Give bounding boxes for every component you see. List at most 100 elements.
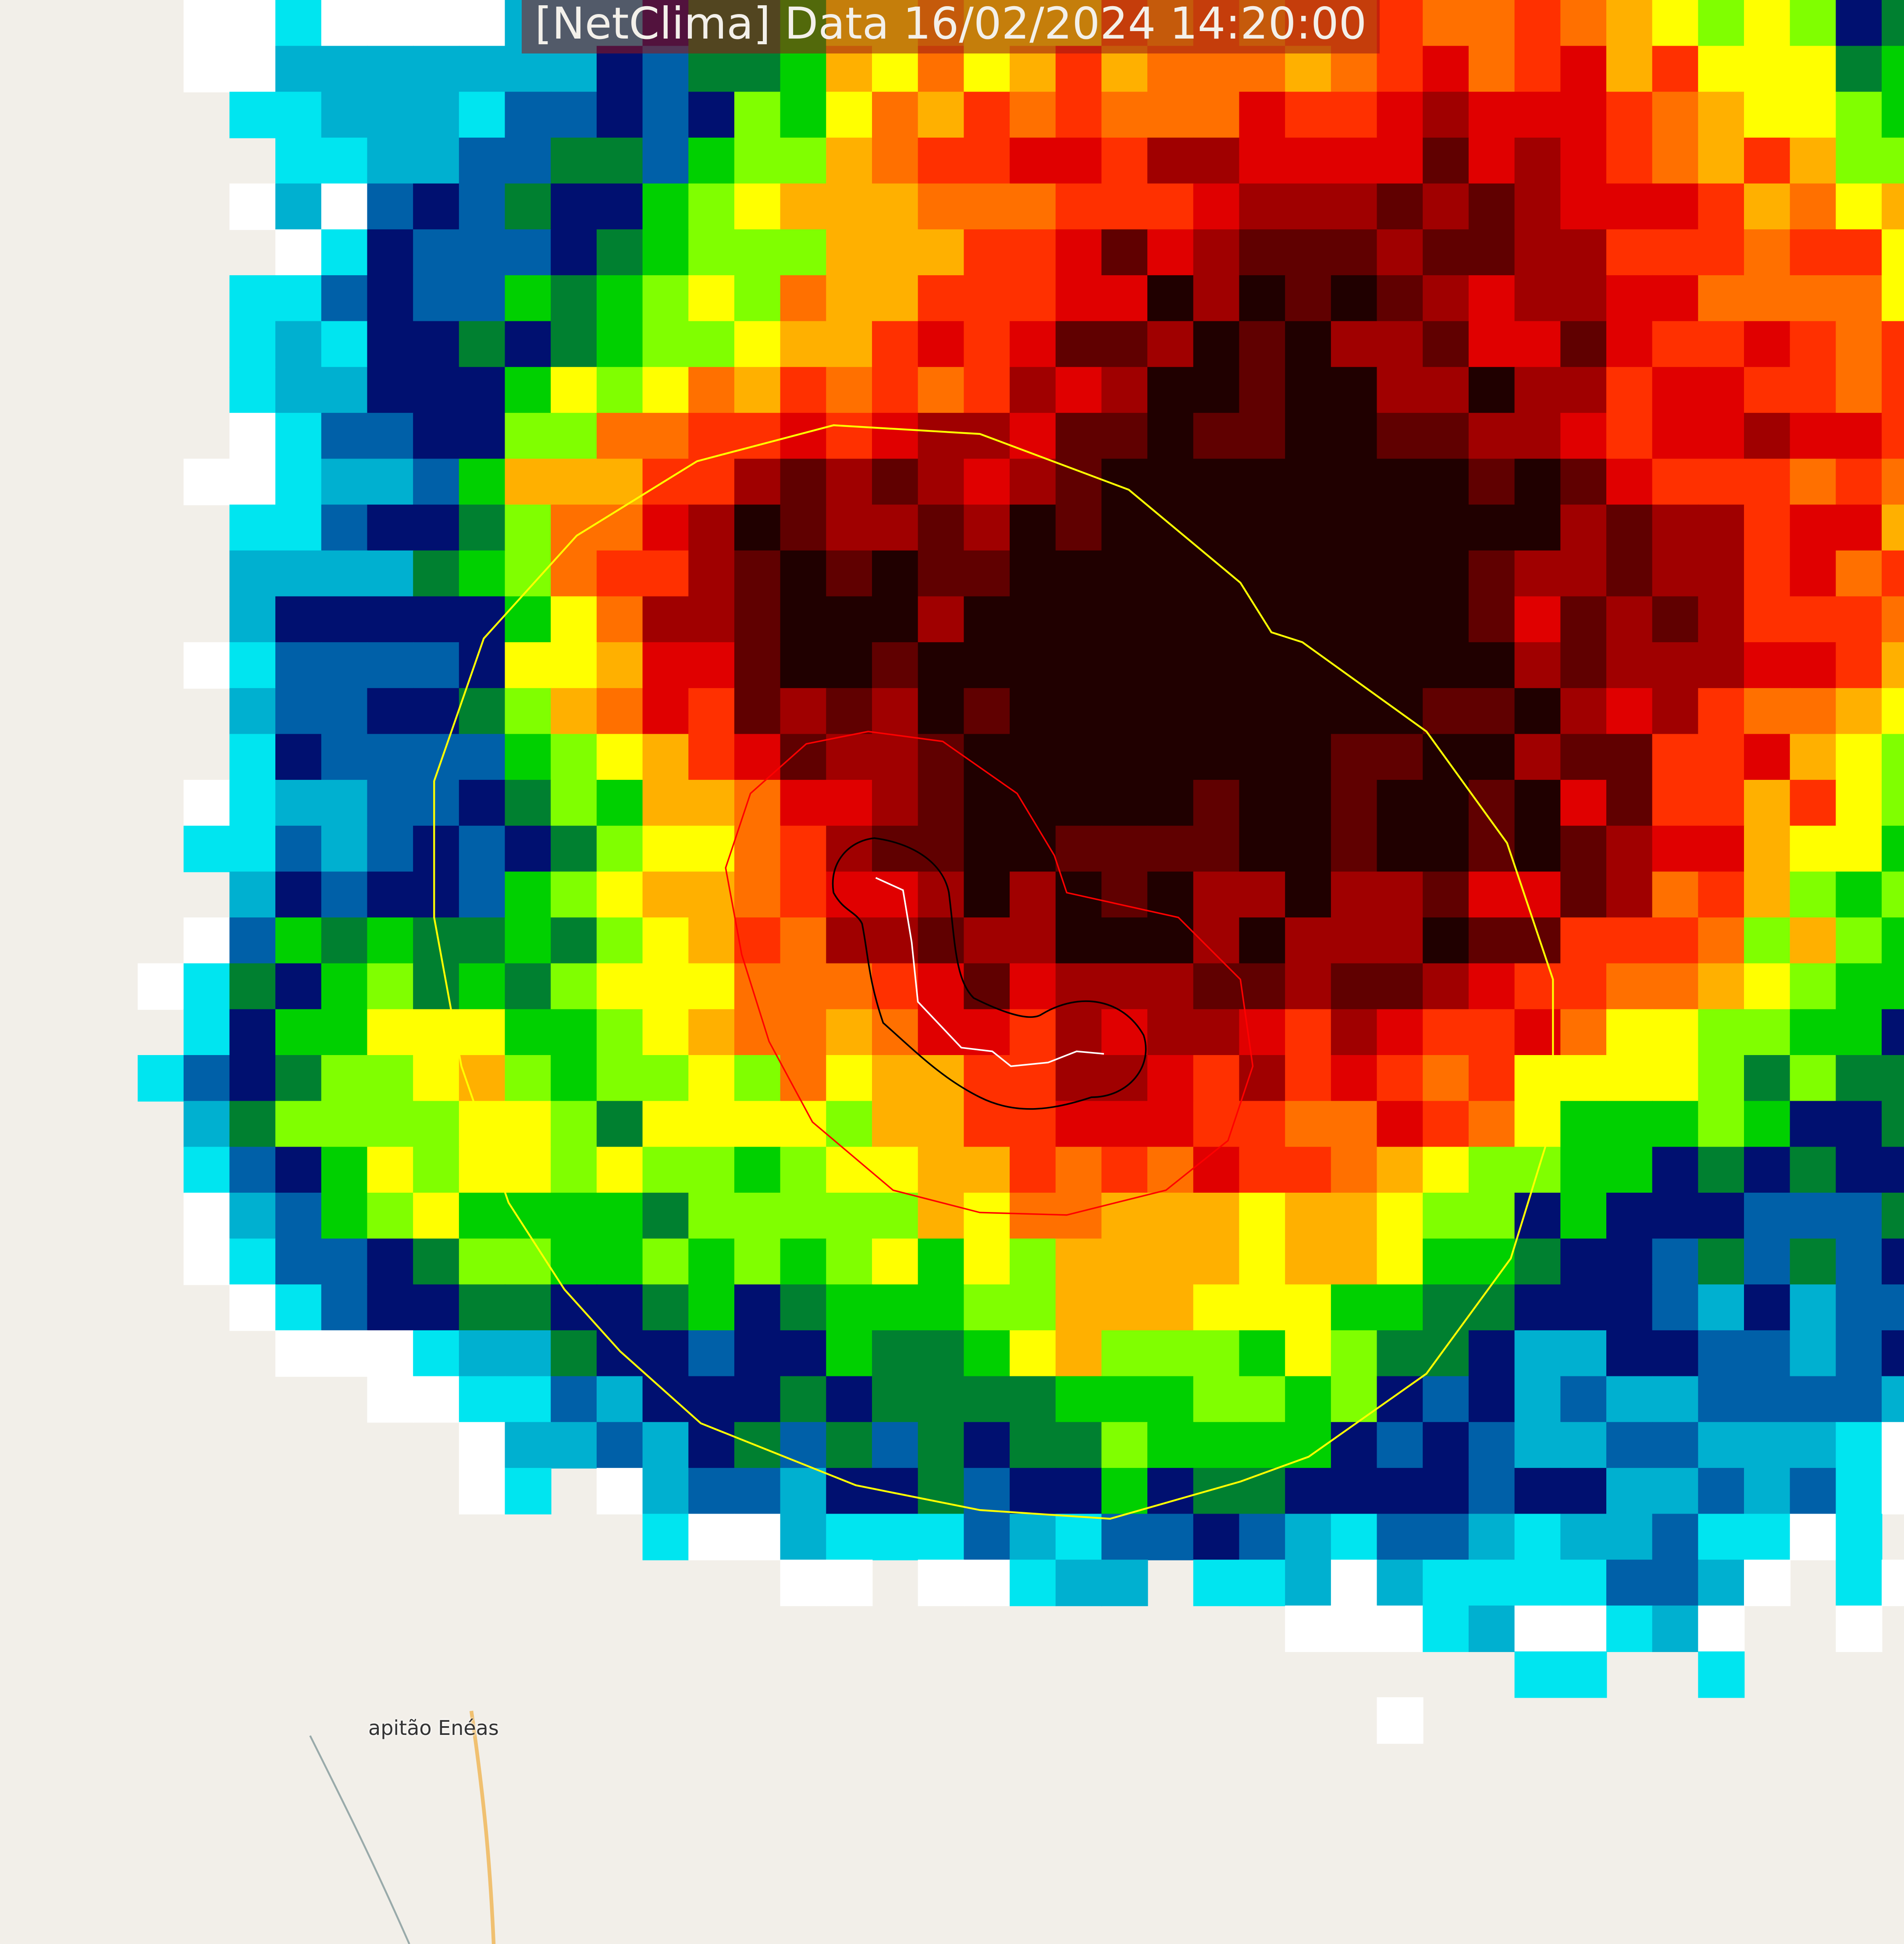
radar-cell [1652,871,1699,918]
radar-cell [1423,1101,1470,1148]
radar-cell [1193,1514,1240,1560]
radar-cell [918,1192,964,1240]
radar-cell [321,734,368,781]
radar-cell [459,1238,505,1285]
radar-cell [642,1192,689,1240]
radar-cell [1055,917,1102,964]
radar-cell [551,1238,598,1285]
radar-cell [1744,1055,1791,1102]
radar-cell [734,412,781,459]
radar-cell [1744,92,1791,139]
radar-cell [505,963,552,1010]
radar-cell [964,1192,1011,1240]
radar-cell [183,642,230,689]
radar-cell [1010,46,1057,92]
radar-cell [1882,1376,1904,1423]
radar-cell [1331,1514,1377,1560]
radar-cell [1790,92,1836,139]
radar-cell [1285,1514,1332,1560]
radar-cell [918,458,964,505]
radar-cell [1790,1422,1836,1469]
radar-cell [1882,367,1904,414]
radar-cell [367,0,414,47]
radar-cell [1606,229,1653,276]
radar-cell [1606,734,1653,781]
radar-cell [275,1101,322,1148]
radar-cell [1744,1284,1791,1331]
radar-cell [413,0,460,47]
radar-cell [1836,46,1883,92]
radar-cell [1698,1009,1745,1056]
radar-cell [964,1330,1011,1377]
radar-cell [872,963,919,1010]
radar-cell [1836,780,1883,827]
radar-cell [1239,92,1286,139]
radar-cell [183,1101,230,1148]
radar-cell [688,1514,735,1560]
storm-cell-contour [832,837,1147,1110]
radar-cell [734,92,781,139]
radar-cell [1698,550,1745,597]
radar-cell [1560,871,1607,918]
radar-cell [596,550,644,597]
radar-cell [1744,1009,1791,1056]
radar-cell [688,734,735,781]
radar-cell [964,1376,1011,1423]
radar-cell [1882,0,1904,47]
radar-cell [826,1560,873,1606]
radar-cell [780,1055,827,1102]
radar-cell [918,550,964,597]
radar-cell [872,137,919,185]
radar-cell [1744,825,1791,872]
radar-cell [1514,1238,1561,1285]
radar-cell [1468,321,1516,368]
radar-cell [1101,1192,1148,1240]
radar-cell [1101,917,1148,964]
radar-cell [1698,688,1745,735]
radar-cell [229,550,276,597]
radar-cell [183,1009,230,1056]
radar-cell [1147,1238,1194,1285]
radar-cell [1193,963,1240,1010]
radar-cell [229,505,276,551]
radar-cell [1514,1284,1561,1331]
radar-cell [1377,917,1424,964]
radar-cell [505,1376,552,1423]
radar-cell [229,917,276,964]
radar-cell [229,1101,276,1148]
radar-cell [780,642,827,689]
radar-cell [1101,137,1148,185]
radar-cell [1836,596,1883,643]
radar-cell [1331,642,1377,689]
radar-cell [1790,1101,1836,1148]
radar-cell [964,92,1011,139]
radar-cell [1239,963,1286,1010]
radar-cell [413,1330,460,1377]
radar-cell [688,1284,735,1331]
radar-cell [964,642,1011,689]
radar-cell [1423,458,1470,505]
radar-cell [872,321,919,368]
radar-cell [275,1238,322,1285]
radar-cell [1514,46,1561,92]
radar-cell [275,367,322,414]
radar-cell [1010,963,1057,1010]
radar-cell [1744,963,1791,1010]
radar-cell [780,1376,827,1423]
radar-cell [1285,596,1332,643]
radar-cell [1836,871,1883,918]
radar-cell [1836,505,1883,551]
radar-cell [1514,505,1561,551]
radar-cell [1331,1468,1377,1514]
radar-cell [1514,92,1561,139]
radar-cell [1514,1101,1561,1148]
radar-cell [551,1422,598,1469]
radar-cell [1193,1330,1240,1377]
radar-cell [1423,780,1470,827]
radar-cell [688,642,735,689]
radar-cell [1836,1376,1883,1423]
radar-cell [1606,1422,1653,1469]
radar-cell [1239,1055,1286,1102]
radar-cell [1468,275,1516,322]
